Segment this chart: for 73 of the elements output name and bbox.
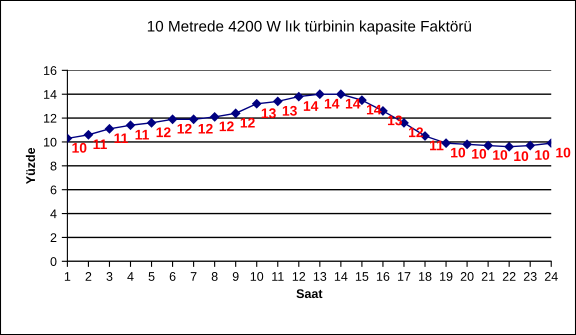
y-tick-label: 4: [50, 209, 57, 218]
y-tick-label: 12: [44, 114, 56, 123]
x-tick-label: 18: [419, 272, 432, 281]
data-label: 12: [220, 121, 234, 132]
x-tick-label: 15: [356, 272, 368, 281]
point: [336, 90, 346, 99]
x-tick-label: 8: [212, 272, 218, 281]
x-tick-label: 10: [250, 272, 264, 281]
x-tick-label: 1: [64, 272, 70, 281]
data-label: 12: [178, 124, 192, 134]
point: [188, 114, 198, 124]
x-tick-label: 24: [544, 272, 558, 281]
point: [294, 92, 304, 102]
x-tick-label: 11: [272, 272, 284, 281]
data-label: 14: [324, 98, 340, 108]
point: [273, 96, 282, 106]
data-label: 10: [535, 150, 550, 160]
y-tick-label: 16: [44, 66, 56, 75]
x-tick-label: 4: [127, 272, 134, 281]
y-axis-title: Yüzde: [26, 148, 36, 184]
point: [484, 140, 493, 150]
data-label: 10: [472, 148, 486, 159]
data-label: 12: [240, 118, 255, 128]
x-tick-label: 22: [502, 272, 516, 281]
point: [84, 130, 94, 140]
point: [146, 118, 156, 128]
x-tick-label: 3: [106, 272, 112, 281]
x-tick-label: 7: [190, 272, 196, 281]
y-tick-label: 10: [44, 138, 56, 147]
data-label: 10: [556, 148, 570, 158]
chart-title: 10 Metrede 4200 W lık türbinin kapasite Faktörü: [148, 20, 471, 35]
data-label: 10: [493, 150, 508, 160]
data-label: 12: [156, 127, 171, 138]
data-label: 14: [304, 101, 318, 111]
point: [168, 114, 178, 124]
x-tick-label: 23: [524, 272, 537, 281]
y-tick-label: 6: [50, 185, 56, 194]
point: [315, 90, 324, 99]
x-axis-title: Saat: [296, 289, 322, 298]
x-tick-label: 17: [398, 272, 410, 281]
x-tick-label: 21: [482, 272, 494, 281]
x-tick-label: 14: [334, 272, 348, 281]
point: [526, 140, 535, 150]
x-tick-label: 20: [460, 272, 474, 281]
x-tick-label: 9: [232, 272, 239, 281]
data-label: 10: [72, 142, 86, 153]
data-label: 11: [136, 130, 149, 140]
data-label: 12: [198, 124, 213, 134]
point: [210, 112, 220, 122]
data-label: 13: [282, 106, 297, 116]
x-tick-label: 5: [148, 272, 154, 281]
y-tick-label: 14: [44, 90, 57, 99]
data-label: 11: [114, 134, 128, 144]
x-tick-label: 19: [440, 272, 452, 281]
point: [126, 120, 136, 130]
data-label: 10: [451, 148, 466, 158]
data-label: 11: [430, 140, 444, 150]
x-tick-label: 13: [314, 272, 326, 281]
x-tick-label: 16: [376, 272, 390, 281]
x-tick-label: 6: [170, 272, 176, 281]
point: [462, 140, 472, 149]
point: [231, 108, 240, 118]
x-tick-label: 12: [292, 272, 306, 281]
data-label: 10: [514, 151, 528, 162]
point: [104, 124, 114, 134]
y-tick-label: 2: [50, 233, 56, 242]
point: [504, 142, 514, 152]
y-tick-label: 8: [50, 162, 56, 170]
data-label: 14: [346, 98, 360, 108]
x-tick-label: 2: [86, 272, 92, 281]
point: [252, 99, 262, 108]
y-tick-label: 0: [50, 257, 56, 266]
data-label: 13: [262, 108, 276, 118]
